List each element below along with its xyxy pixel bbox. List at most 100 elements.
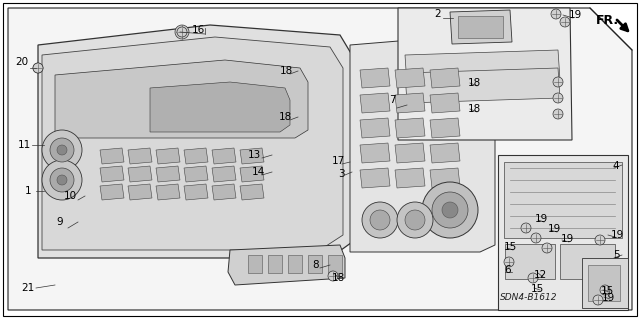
Text: 20: 20 — [15, 57, 29, 67]
Bar — [588, 265, 620, 301]
Circle shape — [328, 271, 338, 281]
Text: 11: 11 — [17, 140, 31, 150]
Circle shape — [528, 273, 538, 283]
Polygon shape — [395, 118, 425, 138]
Polygon shape — [430, 168, 460, 188]
Polygon shape — [184, 166, 208, 182]
Polygon shape — [405, 68, 560, 103]
Polygon shape — [395, 168, 425, 188]
Circle shape — [542, 243, 552, 253]
Text: 15: 15 — [531, 284, 543, 294]
Text: 5: 5 — [614, 250, 620, 260]
Polygon shape — [240, 166, 264, 182]
Circle shape — [593, 295, 603, 305]
Polygon shape — [498, 155, 628, 310]
Polygon shape — [450, 10, 512, 44]
Polygon shape — [8, 8, 632, 310]
Text: 1: 1 — [25, 186, 31, 196]
Bar — [308, 255, 322, 273]
Text: 18: 18 — [467, 104, 481, 114]
Polygon shape — [128, 184, 152, 200]
Text: 19: 19 — [534, 214, 548, 224]
Bar — [328, 255, 342, 273]
Polygon shape — [42, 37, 343, 250]
Polygon shape — [430, 143, 460, 163]
Circle shape — [442, 202, 458, 218]
Polygon shape — [156, 166, 180, 182]
Polygon shape — [582, 258, 628, 308]
Circle shape — [560, 17, 570, 27]
Polygon shape — [360, 93, 390, 113]
Polygon shape — [360, 68, 390, 88]
Polygon shape — [395, 143, 425, 163]
Polygon shape — [395, 68, 425, 88]
Text: 19: 19 — [547, 224, 561, 234]
Circle shape — [553, 77, 563, 87]
Circle shape — [362, 202, 398, 238]
Polygon shape — [395, 93, 425, 113]
Polygon shape — [100, 148, 124, 164]
Circle shape — [405, 210, 425, 230]
Text: 7: 7 — [388, 95, 396, 105]
Text: 19: 19 — [611, 230, 623, 240]
Polygon shape — [156, 148, 180, 164]
Text: 18: 18 — [467, 78, 481, 88]
Bar — [505, 244, 555, 279]
Text: 14: 14 — [252, 167, 264, 177]
Text: 6: 6 — [505, 265, 511, 275]
Polygon shape — [212, 166, 236, 182]
Circle shape — [432, 192, 468, 228]
Circle shape — [397, 202, 433, 238]
Text: SDN4-B1612: SDN4-B1612 — [500, 293, 557, 302]
Circle shape — [42, 130, 82, 170]
Text: FR.: FR. — [596, 13, 619, 26]
Circle shape — [50, 168, 74, 192]
Text: 17: 17 — [332, 156, 344, 166]
Circle shape — [370, 210, 390, 230]
Circle shape — [33, 63, 43, 73]
Polygon shape — [430, 93, 460, 113]
Text: 10: 10 — [63, 191, 77, 201]
Circle shape — [521, 223, 531, 233]
Text: 9: 9 — [57, 217, 63, 227]
Polygon shape — [184, 148, 208, 164]
Polygon shape — [184, 184, 208, 200]
Text: 2: 2 — [435, 9, 442, 19]
Polygon shape — [504, 162, 622, 238]
Polygon shape — [128, 166, 152, 182]
Text: 12: 12 — [533, 270, 547, 280]
Circle shape — [553, 93, 563, 103]
Polygon shape — [100, 166, 124, 182]
Bar — [560, 244, 615, 279]
Polygon shape — [240, 148, 264, 164]
Text: 18: 18 — [332, 273, 344, 283]
Polygon shape — [350, 38, 495, 252]
Text: 19: 19 — [561, 234, 573, 244]
Polygon shape — [100, 184, 124, 200]
Polygon shape — [38, 25, 355, 258]
Circle shape — [57, 145, 67, 155]
Polygon shape — [212, 184, 236, 200]
Circle shape — [57, 175, 67, 185]
Circle shape — [422, 182, 478, 238]
Polygon shape — [430, 118, 460, 138]
Polygon shape — [360, 168, 390, 188]
Polygon shape — [156, 184, 180, 200]
Bar — [288, 255, 302, 273]
Circle shape — [177, 27, 187, 37]
Text: 18: 18 — [280, 66, 292, 76]
Polygon shape — [360, 143, 390, 163]
Text: 19: 19 — [568, 10, 582, 20]
Bar — [248, 255, 262, 273]
Polygon shape — [212, 148, 236, 164]
Text: 15: 15 — [504, 242, 516, 252]
Polygon shape — [55, 60, 308, 138]
Text: 8: 8 — [313, 260, 319, 270]
Polygon shape — [128, 148, 152, 164]
Text: 13: 13 — [248, 150, 260, 160]
Polygon shape — [430, 68, 460, 88]
Circle shape — [595, 235, 605, 245]
Polygon shape — [398, 8, 572, 140]
Circle shape — [551, 9, 561, 19]
Circle shape — [600, 285, 610, 295]
